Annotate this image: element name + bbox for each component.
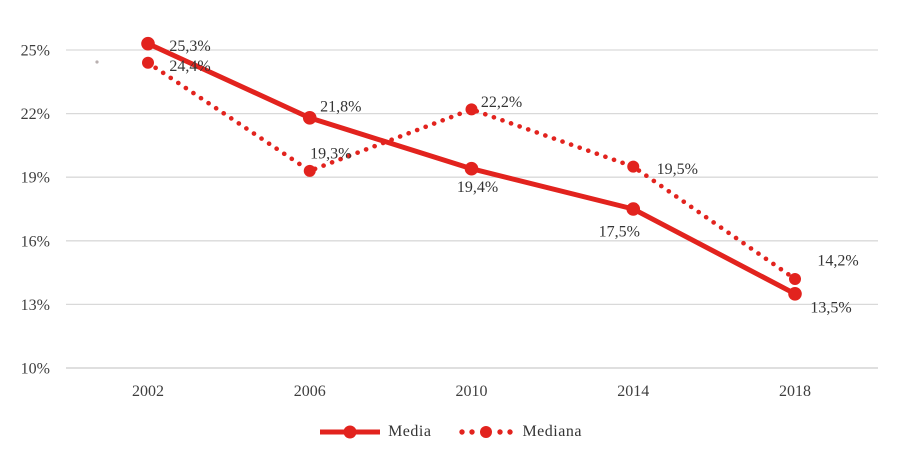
x-tick-label: 2006 <box>294 383 326 400</box>
mediana-marker <box>789 272 801 285</box>
data-label: 17,5% <box>599 224 640 241</box>
data-label: 13,5% <box>810 299 851 316</box>
mediana-marker <box>142 56 154 69</box>
mediana-dotted-line-swatch <box>457 425 515 439</box>
data-label: 19,4% <box>457 179 498 196</box>
data-label: 24,4% <box>169 58 210 75</box>
media-marker <box>464 161 479 176</box>
x-tick-label: 2002 <box>132 383 164 400</box>
legend-item-mediana: Mediana <box>457 423 581 441</box>
stray-speck <box>95 60 99 64</box>
y-axis-ticks: 25% 22% 19% 16% 13% 10% <box>21 43 50 378</box>
data-label: 21,8% <box>320 98 361 115</box>
legend-label-mediana: Mediana <box>522 423 582 440</box>
media-marker <box>626 202 641 216</box>
data-label: 25,3% <box>169 38 210 55</box>
y-tick-label: 10% <box>21 361 50 378</box>
y-tick-label: 16% <box>21 233 50 250</box>
series-media <box>141 36 802 301</box>
data-label: 14,2% <box>817 252 858 269</box>
labels-mediana: 24,4% 19,3% 22,2% 19,5% 14,2% <box>169 58 858 269</box>
x-tick-label: 2018 <box>779 383 811 400</box>
mediana-marker <box>627 160 640 173</box>
labels-media: 25,3% 21,8% 19,4% 17,5% 13,5% <box>169 38 851 316</box>
y-tick-label: 25% <box>21 43 50 60</box>
data-label: 19,5% <box>657 161 698 178</box>
media-marker <box>788 287 802 301</box>
legend-item-media: Media <box>319 423 431 441</box>
mediana-marker <box>303 164 316 177</box>
legend: Media Mediana <box>0 423 901 441</box>
x-tick-label: 2014 <box>617 383 649 400</box>
data-label: 19,3% <box>310 145 351 162</box>
series-mediana <box>142 56 801 285</box>
media-solid-line-swatch <box>319 425 381 439</box>
gridlines <box>66 49 878 369</box>
x-tick-label: 2010 <box>456 383 488 400</box>
y-tick-label: 13% <box>21 297 50 314</box>
mediana-line <box>145 60 798 282</box>
y-tick-label: 19% <box>21 170 50 187</box>
x-axis-ticks: 2002 2006 2010 2014 2018 <box>132 383 811 400</box>
media-marker <box>141 36 155 51</box>
mediana-marker <box>465 103 478 116</box>
media-marker <box>302 111 317 125</box>
y-tick-label: 22% <box>21 106 50 123</box>
data-label: 22,2% <box>481 94 522 111</box>
legend-label-media: Media <box>388 423 432 440</box>
